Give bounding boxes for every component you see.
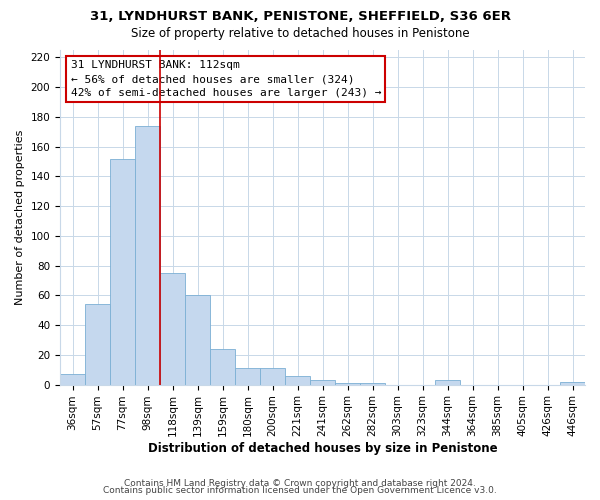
Bar <box>135 126 160 384</box>
Bar <box>310 380 335 384</box>
Bar <box>360 383 385 384</box>
Bar <box>235 368 260 384</box>
Bar <box>560 382 585 384</box>
Y-axis label: Number of detached properties: Number of detached properties <box>15 130 25 305</box>
Text: Size of property relative to detached houses in Penistone: Size of property relative to detached ho… <box>131 28 469 40</box>
Bar <box>210 349 235 384</box>
Text: Contains public sector information licensed under the Open Government Licence v3: Contains public sector information licen… <box>103 486 497 495</box>
Text: Contains HM Land Registry data © Crown copyright and database right 2024.: Contains HM Land Registry data © Crown c… <box>124 478 476 488</box>
Bar <box>60 374 85 384</box>
Text: 31 LYNDHURST BANK: 112sqm
← 56% of detached houses are smaller (324)
42% of semi: 31 LYNDHURST BANK: 112sqm ← 56% of detac… <box>71 60 381 98</box>
Bar <box>335 383 360 384</box>
Text: 31, LYNDHURST BANK, PENISTONE, SHEFFIELD, S36 6ER: 31, LYNDHURST BANK, PENISTONE, SHEFFIELD… <box>89 10 511 23</box>
Bar <box>285 376 310 384</box>
Bar <box>160 273 185 384</box>
X-axis label: Distribution of detached houses by size in Penistone: Distribution of detached houses by size … <box>148 442 497 455</box>
Bar <box>85 304 110 384</box>
Bar <box>185 296 210 384</box>
Bar <box>435 380 460 384</box>
Bar <box>110 158 135 384</box>
Bar <box>260 368 285 384</box>
